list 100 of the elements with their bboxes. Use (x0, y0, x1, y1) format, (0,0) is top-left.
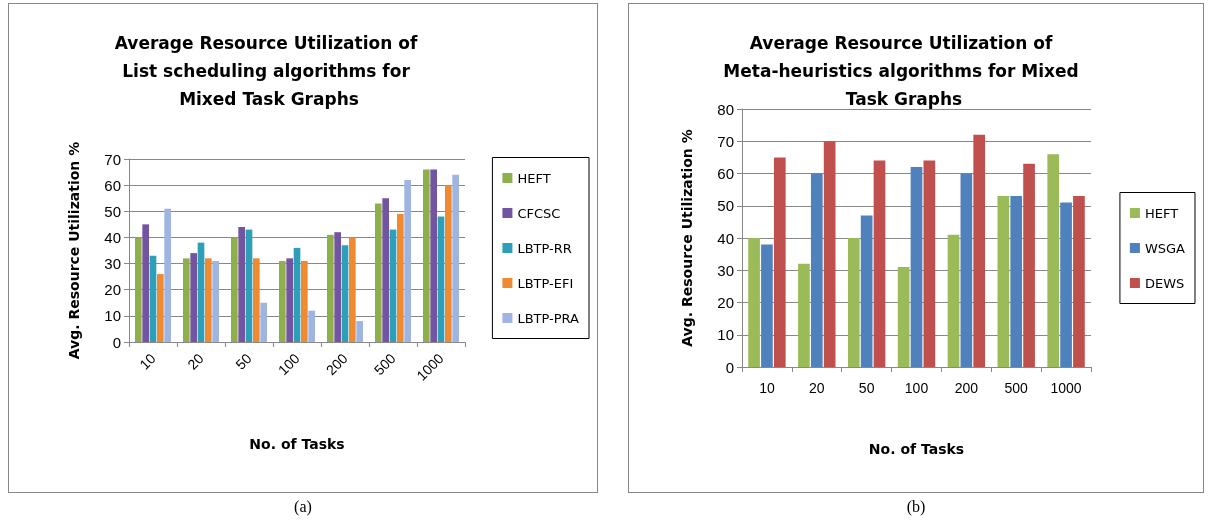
bar (1047, 154, 1060, 367)
legend-label: LBTP-PRA (517, 310, 580, 326)
bar (973, 134, 986, 367)
bar (430, 169, 437, 342)
bar (231, 237, 238, 342)
bar (301, 260, 308, 342)
x-tick-label: 500 (1004, 380, 1029, 396)
y-tick-label: 10 (104, 307, 121, 325)
y-tick-label: 0 (112, 333, 121, 351)
bar (847, 238, 860, 367)
bar (356, 321, 363, 342)
bar (761, 244, 773, 367)
y-tick-label: 70 (104, 150, 121, 168)
y-tick-label: 10 (717, 326, 734, 344)
x-tick-label: 10 (759, 380, 775, 396)
y-tick-label: 0 (725, 358, 734, 376)
bar (452, 174, 459, 342)
bar (142, 224, 149, 342)
y-tick-label: 50 (717, 197, 734, 215)
bar (910, 167, 923, 367)
legend-label: WSGA (1144, 240, 1186, 256)
bar (947, 234, 960, 367)
bar (260, 302, 267, 342)
bar (279, 260, 286, 342)
x-tick-label: 100 (904, 380, 929, 396)
bar (334, 232, 341, 342)
bar (238, 226, 245, 342)
bar (389, 229, 397, 342)
bar (286, 258, 293, 342)
bar (1023, 163, 1035, 367)
text: (b) (905, 498, 927, 516)
bar (293, 247, 301, 342)
bar (341, 245, 349, 342)
x-tick-label: 10 (136, 350, 159, 373)
y-axis-title: Avg. Resource Utilization % (679, 129, 695, 347)
y-tick-label: 60 (104, 176, 121, 194)
bar (1010, 196, 1023, 367)
bar (1060, 202, 1072, 367)
x-tick-label: 50 (858, 380, 875, 396)
bar (404, 179, 411, 342)
bar (897, 267, 910, 367)
x-tick-label: 20 (184, 350, 207, 373)
x-tick-label: 200 (322, 350, 351, 379)
bar (375, 203, 382, 342)
bar (860, 215, 873, 367)
x-tick-label: 500 (370, 350, 399, 379)
y-tick-label: 20 (717, 294, 734, 311)
bar (423, 169, 430, 342)
y-axis-title: Avg. Resource Utilization % (66, 141, 82, 360)
bar (773, 157, 786, 367)
x-tick-label: 50 (232, 350, 255, 373)
bar (183, 258, 190, 342)
x-tick-label: 20 (809, 380, 825, 396)
y-tick-label: 30 (717, 261, 734, 279)
bar (748, 238, 760, 367)
bar (960, 173, 973, 367)
x-tick-label: 100 (274, 350, 303, 379)
y-tick-label: 40 (717, 229, 734, 247)
bar (205, 258, 212, 342)
chart-title: Average Resource Utilization of List scheduling algorithms for Mixed Task Graphs (114, 33, 424, 109)
bar (1073, 196, 1085, 367)
bar (823, 141, 836, 367)
bar (349, 237, 356, 342)
bar (157, 274, 164, 342)
bar (245, 229, 253, 342)
bar (149, 255, 157, 342)
bar (135, 237, 142, 342)
bar (253, 258, 260, 342)
bar (437, 216, 445, 342)
y-tick-label: 50 (104, 202, 121, 220)
bar (212, 260, 219, 342)
x-tick-label: 200 (954, 380, 979, 396)
bar (197, 242, 205, 342)
text: (a) (293, 498, 313, 516)
y-tick-label: 70 (717, 132, 734, 150)
x-tick-label: 1000 (1050, 380, 1082, 396)
bar (798, 263, 810, 367)
y-tick-label: 40 (104, 228, 121, 246)
legend-label: CFCSC (517, 205, 561, 221)
bar (164, 208, 171, 342)
bar (997, 196, 1010, 367)
y-tick-label: 20 (104, 281, 121, 299)
bar (445, 185, 452, 342)
x-axis-title: No. of Tasks (249, 436, 345, 452)
bar (923, 160, 936, 367)
bar (397, 213, 404, 342)
bar (190, 253, 197, 342)
y-tick-label: 30 (104, 255, 121, 273)
legend-label: LBTP-EFI (517, 275, 574, 291)
legend-label: HEFT (1144, 205, 1179, 221)
x-axis-title: No. of Tasks (868, 441, 965, 457)
legend-label: DEWS (1144, 275, 1185, 291)
legend-label: HEFT (517, 170, 551, 186)
bar (382, 198, 389, 342)
bar (810, 173, 823, 367)
y-tick-label: 60 (717, 165, 734, 182)
bar (308, 310, 315, 342)
bar (873, 160, 886, 367)
legend-label: LBTP-RR (517, 240, 572, 256)
bar (327, 234, 334, 342)
